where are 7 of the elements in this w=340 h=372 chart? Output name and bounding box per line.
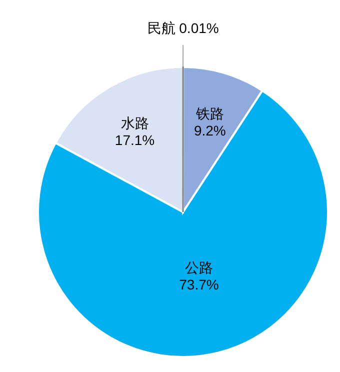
data-label: 9.2% (194, 122, 226, 139)
data-label: 17.1% (114, 132, 155, 148)
slice-label: 公路 (185, 259, 214, 276)
slice-label: 水路 (120, 115, 149, 132)
slice-label: 民航 0.01% (147, 20, 219, 36)
data-label: 73.7% (179, 276, 219, 292)
slice-label: 铁路 (194, 106, 224, 122)
